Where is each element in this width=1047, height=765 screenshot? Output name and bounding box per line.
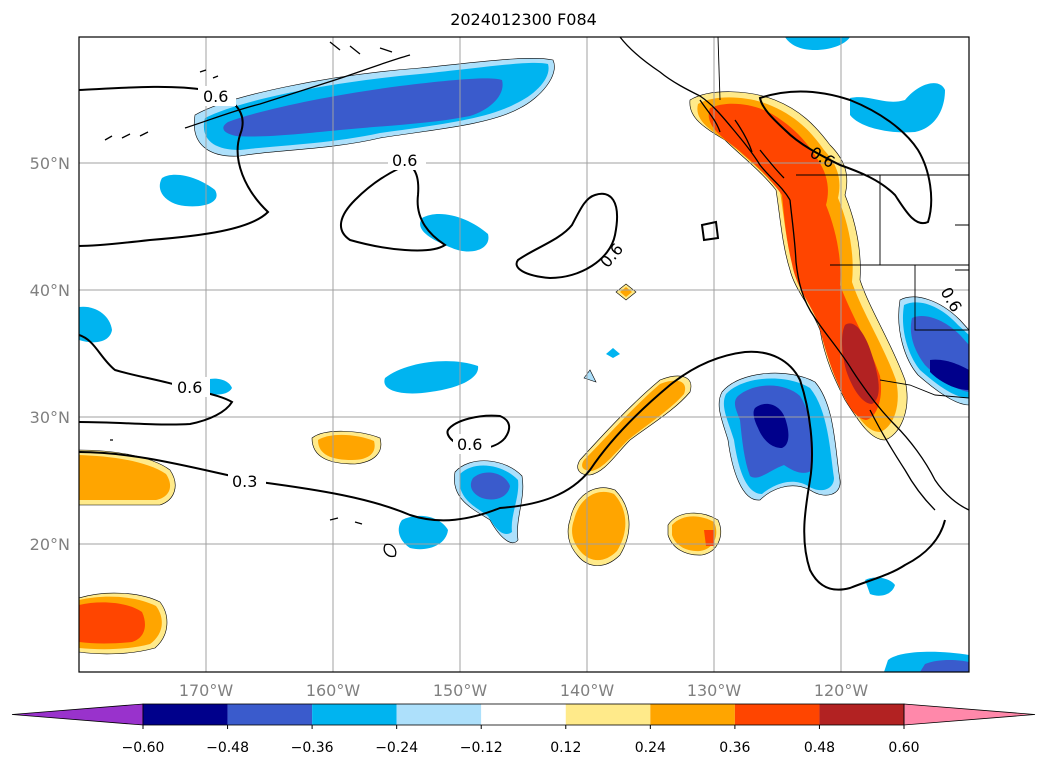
colorbar: −0.60 −0.48 −0.36 −0.24 −0.12 0.12 0.24 0.36 0.4… — [11, 703, 1036, 756]
contour-0p6-north — [79, 85, 270, 247]
colorbar-label-7: 0.24 — [635, 740, 666, 756]
colorbar-extend-high — [903, 703, 1036, 726]
border-ak-canada — [717, 37, 721, 101]
fill-subtrop-1-orange — [572, 491, 626, 561]
fill-blob-4 — [384, 361, 479, 394]
colorbar-box-7 — [650, 704, 735, 725]
contour-label-8: 0.3 — [232, 472, 257, 491]
fill-se-navy — [753, 403, 789, 448]
fill-subtrop-2-orange — [672, 516, 717, 552]
x-tick-2: 160°W — [306, 681, 361, 700]
border-us-mexico — [879, 379, 969, 399]
contour-0p3 — [79, 350, 946, 591]
contour-label-2: 0.6 — [392, 151, 417, 170]
fill-blob-6-dark — [470, 472, 510, 500]
fill-west-orange — [79, 455, 171, 500]
colorbar-box-1 — [143, 704, 228, 725]
coast-bc-islands — [699, 99, 785, 179]
colorbar-box-6 — [565, 704, 651, 725]
contour-label-1: 0.6 — [203, 87, 228, 106]
colorbar-label-8: 0.36 — [719, 740, 750, 756]
colorbar-label-4: −0.24 — [375, 740, 418, 756]
coastlines — [104, 37, 969, 558]
colorbar-label-2: −0.48 — [206, 740, 249, 756]
coast-baja — [869, 409, 936, 511]
fill-ne-1 — [850, 83, 945, 133]
colorbar-box-8 — [734, 704, 820, 725]
fill-wc-darkred — [842, 323, 879, 404]
y-tick-3: 30°N — [30, 408, 70, 427]
map-title: 2024012300 F084 — [450, 10, 597, 29]
fill-sw-us-navy — [930, 359, 969, 390]
colorbar-frame — [142, 703, 905, 726]
colorbar-box-9 — [819, 704, 904, 725]
colorbar-extend-low — [11, 703, 144, 726]
x-tick-5: 130°W — [687, 681, 742, 700]
fill-tiny-blue — [606, 348, 620, 358]
colorbar-label-3: −0.36 — [291, 740, 334, 756]
fill-se-small — [865, 577, 895, 596]
coast-aleutians — [184, 41, 411, 129]
colorbar-box-2 — [227, 704, 313, 725]
y-tick-4: 20°N — [30, 535, 70, 554]
fill-ne-2 — [785, 37, 850, 50]
colorbar-label-5: −0.12 — [460, 740, 503, 756]
coast-us-west — [789, 199, 969, 511]
anomaly-fills — [79, 37, 969, 672]
colorbar-label-6: 0.12 — [550, 740, 581, 756]
fill-blob-3 — [79, 306, 112, 343]
fill-subtrop-3-orange — [318, 434, 375, 460]
x-tick-4: 140°W — [560, 681, 615, 700]
fill-subtrop-2-red — [704, 530, 714, 546]
fill-bottom-right-blue — [920, 660, 969, 672]
x-axis-labels: 170°W 160°W 150°W 140°W 130°W 120°W — [179, 681, 869, 700]
colorbar-box-5 — [481, 704, 566, 725]
contour-0p6-east-mid — [515, 192, 619, 280]
fill-blob-7 — [398, 515, 448, 550]
border-state-3 — [914, 265, 969, 331]
fill-streak-orange — [582, 380, 686, 471]
x-tick-3: 150°W — [433, 681, 488, 700]
contour-0p6-small — [700, 220, 720, 242]
contour-0p6-midlat — [340, 164, 447, 252]
x-tick-1: 170°W — [179, 681, 234, 700]
colorbar-label-10: 0.60 — [888, 740, 919, 756]
colorbar-box-3 — [312, 704, 397, 725]
fill-blob-2 — [420, 213, 489, 252]
colorbar-label-9: 0.48 — [804, 740, 835, 756]
colorbar-label-1: −0.60 — [122, 740, 165, 756]
fill-wc-red — [708, 103, 882, 421]
contour-0p6-bc — [758, 90, 933, 225]
contour-0p6-west — [79, 334, 234, 426]
colorbar-box-4 — [396, 704, 482, 725]
contour-label-6: 0.6 — [177, 378, 202, 397]
graticule — [79, 37, 969, 672]
fill-aleutian-dark — [223, 78, 503, 137]
coast-hawaii — [329, 517, 397, 558]
fill-blob-1 — [159, 174, 217, 207]
border-state-4 — [955, 224, 969, 271]
y-axis-labels: 50°N 40°N 30°N 20°N — [30, 154, 70, 554]
political-borders — [717, 37, 969, 399]
y-tick-1: 50°N — [30, 154, 70, 173]
contour-lines — [79, 85, 946, 591]
fill-sw-red — [79, 602, 145, 644]
contour-0p6-central — [446, 414, 511, 450]
x-tick-6: 120°W — [814, 681, 869, 700]
contour-label-7: 0.6 — [457, 435, 482, 454]
y-tick-2: 40°N — [30, 281, 70, 300]
coast-alaska — [619, 37, 791, 201]
map-frame — [78, 36, 970, 673]
coast-islands-west — [104, 69, 219, 441]
